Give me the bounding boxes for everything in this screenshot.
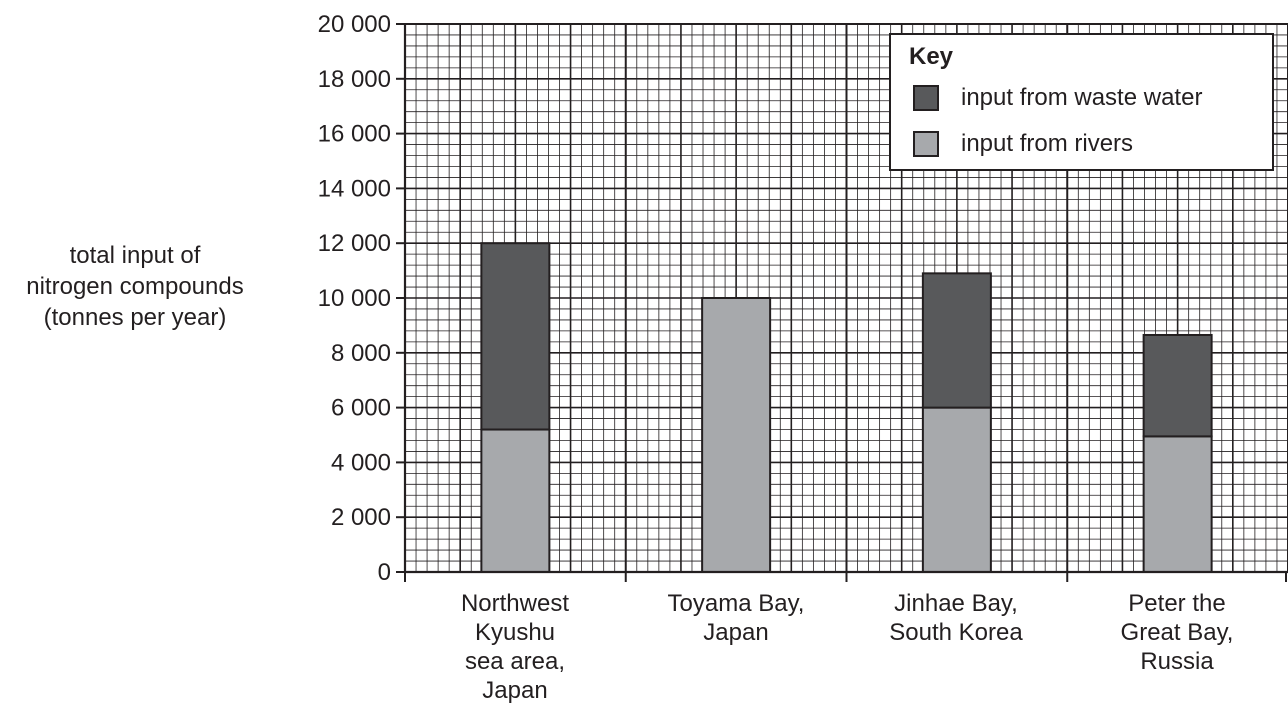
y-tick-label: 12 000 [318,230,391,257]
y-axis-label-line: total input of [69,242,201,269]
bar-waste-water-3 [1142,333,1213,438]
y-tick-label: 14 000 [318,175,391,202]
y-axis-label-line: (tonnes per year) [43,304,227,331]
legend-swatch-rivers [913,131,939,157]
y-tick-label: 0 [378,559,391,586]
legend-label-rivers: input from rivers [961,130,1134,157]
x-tick-label-line: South Korea [889,619,1023,646]
legend: Key input from waste water input from ri… [889,33,1274,171]
y-axis-label-line: nitrogen compounds [26,273,244,300]
y-tick-label: 8 000 [331,340,391,367]
x-tick-label-line: Jinhae Bay, [894,590,1018,617]
bar-rivers-2 [921,406,992,573]
y-tick-label: 4 000 [331,449,391,476]
x-tick-label-line: Kyushu [474,619,556,646]
legend-label-waste-water: input from waste water [961,84,1203,111]
y-tick-label: 10 000 [318,285,391,312]
x-tick-label-northwest-kyushu: Northwest Kyushu sea area, Japan [405,589,625,705]
x-tick-label-peter-the-great-bay: Peter the Great Bay, Russia [1067,589,1287,676]
x-tick-label-line: Great Bay, [1120,619,1234,646]
x-tick-label-line: Japan [703,619,769,646]
y-tick-label: 6 000 [331,395,391,422]
x-tick-label-jinhae-bay: Jinhae Bay, South Korea [846,589,1066,647]
bar-waste-water-0 [480,242,551,431]
bar-rivers-0 [480,428,551,573]
bar-rivers-3 [1142,435,1213,573]
y-tick-label: 16 000 [318,121,391,148]
x-tick-label-line: Japan [482,677,548,704]
y-ticks: 0 2 000 4 000 6 000 8 000 10 000 12 000 14 000 1… [318,11,405,586]
x-tick-label-line: Russia [1140,648,1214,675]
y-axis-label: total input of nitrogen compounds (tonne… [0,240,270,333]
x-tick-label-toyama-bay: Toyama Bay, Japan [626,589,846,647]
legend-item-rivers: input from rivers [913,127,1133,161]
y-tick-label: 18 000 [318,66,391,93]
x-tick-label-line: Northwest [460,590,570,617]
bars [480,242,1213,573]
bar-rivers-1 [701,297,772,573]
x-tick-label-line: Toyama Bay, [667,590,805,617]
x-tick-label-line: Peter the [1128,590,1226,617]
y-tick-label: 2 000 [331,504,391,531]
y-tick-label: 20 000 [318,11,391,38]
bar-waste-water-2 [921,272,992,409]
x-tick-label-line: sea area, [464,648,566,675]
legend-swatch-waste-water [913,85,939,111]
legend-title: Key [909,43,954,70]
legend-item-waste-water: input from waste water [913,81,1202,115]
